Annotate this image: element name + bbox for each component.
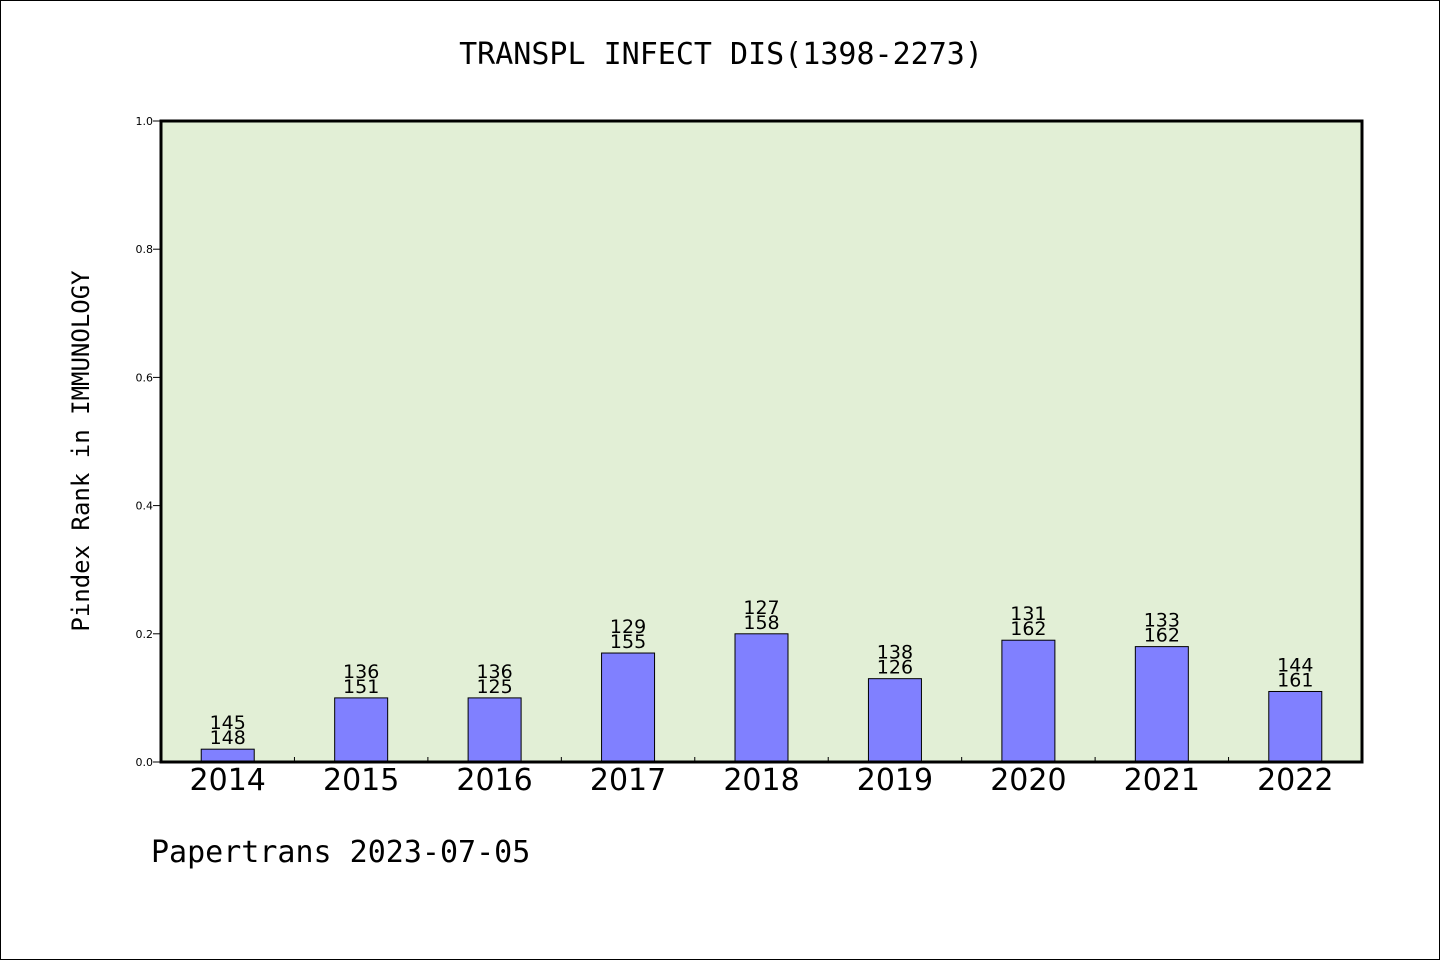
bars-group — [200, 633, 1323, 763]
bar-2022 — [1268, 690, 1323, 763]
y-tick-label: 0.0 — [136, 756, 154, 769]
data-label-top: 127 — [743, 597, 779, 619]
data-label-bottom: 126 — [877, 657, 913, 679]
data-label-top: 138 — [877, 642, 913, 664]
data-label-bottom: 162 — [1010, 618, 1046, 640]
y-tick-label: 0.4 — [136, 500, 154, 513]
bar-2014 — [200, 748, 255, 763]
data-label-bottom: 151 — [343, 676, 379, 698]
x-tick-label: 2018 — [723, 763, 799, 798]
chart-title: TRANSPL INFECT DIS(1398-2273) — [459, 37, 983, 72]
y-tick-label: 0.6 — [136, 371, 154, 384]
x-tick-label: 2021 — [1124, 763, 1200, 798]
x-tick-label: 2015 — [323, 763, 399, 798]
data-label-top: 131 — [1010, 603, 1046, 625]
data-label-bottom: 161 — [1277, 669, 1313, 691]
data-label-top: 136 — [343, 661, 379, 683]
bar-2017 — [601, 652, 656, 763]
data-label-top: 129 — [610, 616, 646, 638]
bar-2016 — [467, 697, 522, 763]
data-label-top: 136 — [476, 661, 512, 683]
data-label-top: 145 — [210, 712, 246, 734]
data-label-top: 133 — [1144, 610, 1180, 632]
bar-2018 — [734, 633, 789, 763]
data-label-bottom: 158 — [743, 612, 779, 634]
x-tick-label: 2016 — [456, 763, 532, 798]
bar-2021 — [1134, 646, 1189, 763]
data-label-bottom: 162 — [1144, 625, 1180, 647]
y-tick-label: 0.2 — [136, 628, 154, 641]
bar-2020 — [1001, 639, 1056, 763]
data-label-bottom: 125 — [476, 676, 512, 698]
x-tick-label: 2019 — [857, 763, 933, 798]
x-tick-label: 2017 — [590, 763, 666, 798]
data-label-top: 144 — [1277, 654, 1313, 676]
x-tick-label: 2014 — [190, 763, 266, 798]
y-ticks-group: 0.0 0.2 0.4 0.6 0.8 1.0 — [136, 115, 161, 769]
x-tick-label: 2020 — [990, 763, 1066, 798]
bar-2015 — [334, 697, 389, 763]
y-tick-label: 1.0 — [136, 115, 154, 128]
bar-2019 — [867, 678, 922, 763]
data-label-bottom: 155 — [610, 631, 646, 653]
plot-border — [159, 119, 1364, 764]
data-labels-group: 1451481361511361251291551271581381261311… — [210, 597, 1314, 749]
data-label-bottom: 148 — [210, 727, 246, 749]
footer-credit: Papertrans 2023-07-05 — [151, 835, 531, 870]
x-tick-label: 2022 — [1257, 763, 1333, 798]
x-ticks-group: 2014 2015 2016 2017 2018 2019 2020 2021 2022 — [190, 757, 1333, 798]
y-tick-label: 0.8 — [136, 243, 154, 256]
